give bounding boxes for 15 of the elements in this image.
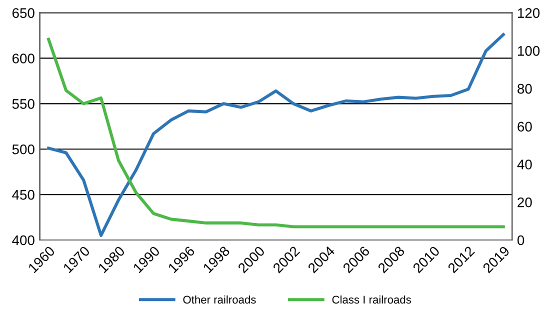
y-tick-label: 600: [12, 54, 34, 64]
y2-tick-label: 120: [518, 8, 540, 18]
legend-label: Class I railroads: [332, 295, 412, 304]
y2-tick-label: 40: [517, 160, 532, 170]
y2-tick-label: 100: [518, 46, 540, 56]
y2-tick-label: 0: [517, 235, 524, 246]
y2-tick-label: 80: [518, 84, 532, 94]
legend-label: Other railroads: [183, 295, 256, 304]
y2-tick-label: 60: [518, 122, 532, 132]
y-tick-label: 450: [12, 190, 34, 200]
y-tick-label: 650: [12, 8, 34, 18]
y-tick-label: 550: [12, 99, 34, 109]
y-tick-label: 400: [12, 235, 34, 246]
y2-tick-label: 20: [518, 197, 532, 208]
y-tick-label: 500: [12, 144, 34, 154]
